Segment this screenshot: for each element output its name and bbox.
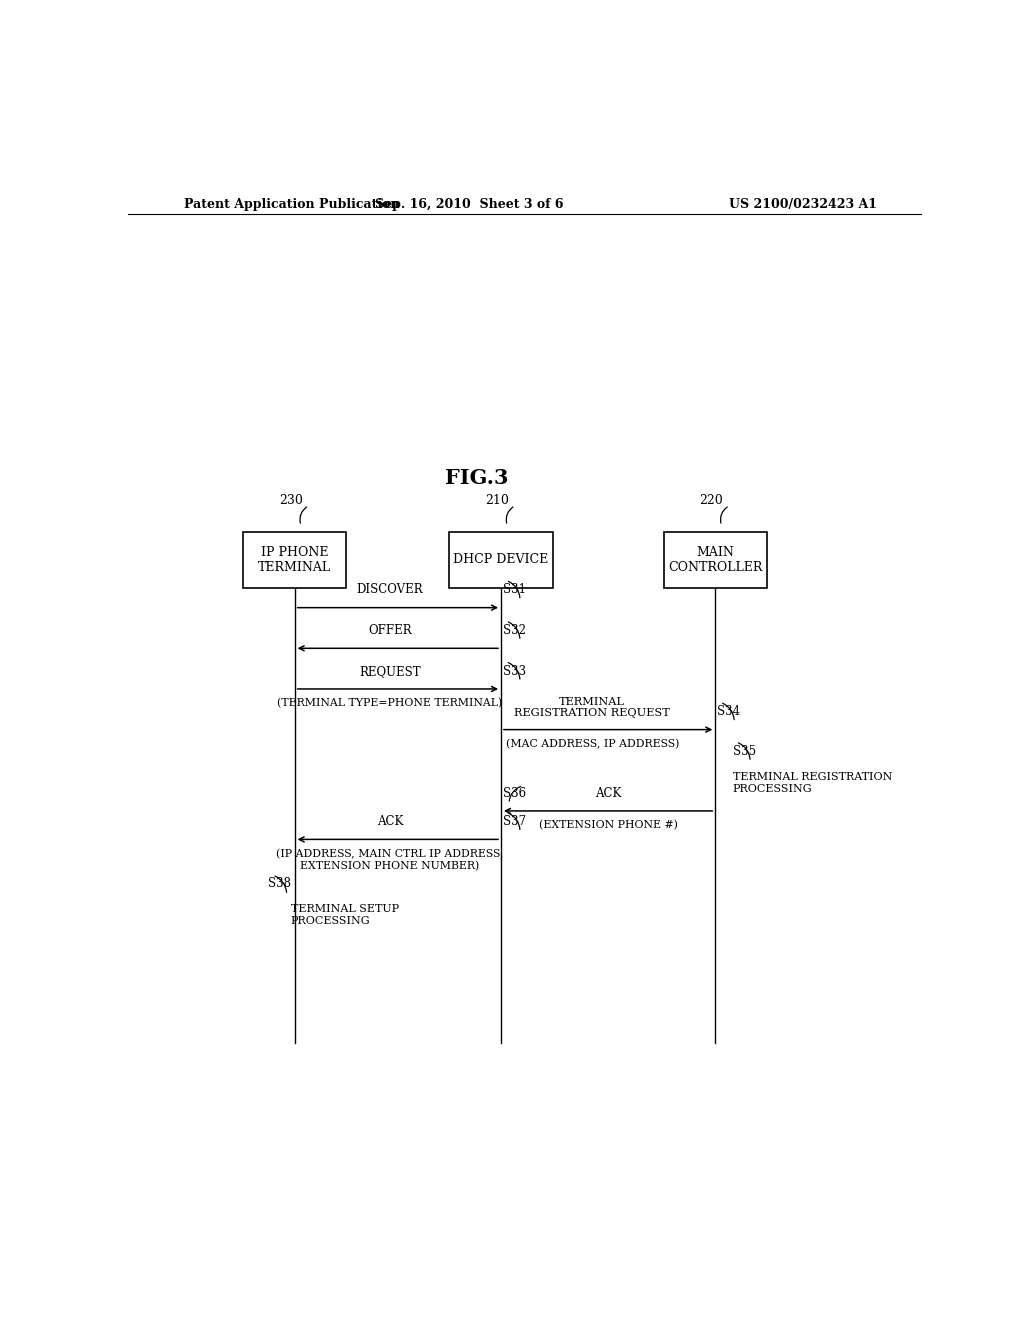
Text: S36: S36 — [503, 787, 525, 800]
Text: (TERMINAL TYPE=PHONE TERMINAL): (TERMINAL TYPE=PHONE TERMINAL) — [278, 698, 503, 709]
Text: TERMINAL: TERMINAL — [559, 697, 626, 708]
Text: S35: S35 — [733, 744, 756, 758]
Text: TERMINAL REGISTRATION
PROCESSING: TERMINAL REGISTRATION PROCESSING — [733, 772, 892, 793]
Text: MAIN
CONTROLLER: MAIN CONTROLLER — [668, 546, 763, 574]
Text: S37: S37 — [503, 816, 525, 828]
Text: S33: S33 — [503, 665, 525, 677]
Text: IP PHONE
TERMINAL: IP PHONE TERMINAL — [258, 546, 331, 574]
Text: DHCP DEVICE: DHCP DEVICE — [454, 553, 549, 566]
Text: (MAC ADDRESS, IP ADDRESS): (MAC ADDRESS, IP ADDRESS) — [506, 739, 679, 750]
Text: DISCOVER: DISCOVER — [356, 583, 423, 597]
Text: (EXTENSION PHONE #): (EXTENSION PHONE #) — [539, 820, 678, 830]
Text: ACK: ACK — [377, 816, 403, 828]
Text: 210: 210 — [485, 494, 509, 507]
Text: 220: 220 — [699, 494, 723, 507]
Text: S31: S31 — [503, 583, 525, 597]
Text: S32: S32 — [503, 624, 525, 638]
FancyBboxPatch shape — [664, 532, 767, 587]
Text: 230: 230 — [279, 494, 303, 507]
FancyBboxPatch shape — [450, 532, 553, 587]
Text: REQUEST: REQUEST — [359, 665, 421, 677]
FancyBboxPatch shape — [243, 532, 346, 587]
Text: (IP ADDRESS, MAIN CTRL IP ADDRESS,
EXTENSION PHONE NUMBER): (IP ADDRESS, MAIN CTRL IP ADDRESS, EXTEN… — [276, 849, 504, 871]
Text: OFFER: OFFER — [368, 624, 412, 638]
Text: US 2100/0232423 A1: US 2100/0232423 A1 — [728, 198, 877, 211]
Text: REGISTRATION REQUEST: REGISTRATION REQUEST — [514, 709, 670, 718]
Text: FIG.3: FIG.3 — [445, 467, 509, 487]
Text: ACK: ACK — [595, 787, 622, 800]
Text: S34: S34 — [717, 705, 740, 718]
Text: S38: S38 — [267, 878, 291, 890]
Text: TERMINAL SETUP
PROCESSING: TERMINAL SETUP PROCESSING — [291, 904, 398, 927]
Text: Patent Application Publication: Patent Application Publication — [183, 198, 399, 211]
Text: Sep. 16, 2010  Sheet 3 of 6: Sep. 16, 2010 Sheet 3 of 6 — [375, 198, 563, 211]
